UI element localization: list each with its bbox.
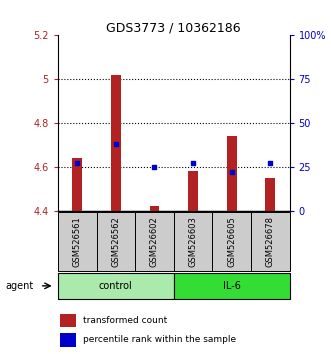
Text: percentile rank within the sample: percentile rank within the sample [83, 335, 237, 344]
Point [190, 160, 196, 166]
Point [268, 160, 273, 166]
Text: control: control [99, 281, 133, 291]
Bar [227, 136, 237, 211]
Bar [188, 171, 198, 211]
Text: GSM526562: GSM526562 [111, 216, 120, 267]
Title: GDS3773 / 10362186: GDS3773 / 10362186 [107, 21, 241, 34]
Bar [265, 178, 275, 211]
Text: GSM526605: GSM526605 [227, 216, 236, 267]
Bar [58, 273, 174, 299]
Point [74, 160, 80, 166]
Bar [150, 206, 159, 211]
Bar [174, 212, 213, 271]
Text: GSM526678: GSM526678 [266, 216, 275, 267]
Text: transformed count: transformed count [83, 316, 168, 325]
Text: GSM526561: GSM526561 [73, 216, 82, 267]
Point [229, 169, 234, 175]
Bar [60, 333, 76, 347]
Text: GSM526603: GSM526603 [189, 216, 198, 267]
Text: GSM526602: GSM526602 [150, 216, 159, 267]
Bar [251, 212, 290, 271]
Point [152, 164, 157, 170]
Bar [111, 75, 121, 211]
Bar [58, 212, 97, 271]
Text: IL-6: IL-6 [223, 281, 241, 291]
Bar [72, 158, 82, 211]
Bar [213, 212, 251, 271]
Bar [60, 314, 76, 327]
Point [113, 141, 118, 147]
Bar [97, 212, 135, 271]
Bar [174, 273, 290, 299]
Bar [135, 212, 174, 271]
Text: agent: agent [5, 281, 33, 291]
